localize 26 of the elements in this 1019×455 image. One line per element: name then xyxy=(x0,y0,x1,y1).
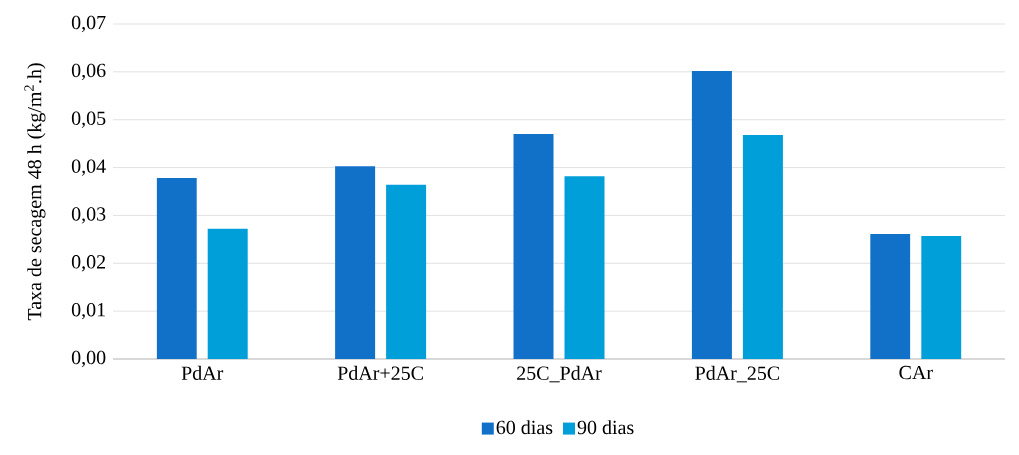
bar xyxy=(335,166,376,359)
bar xyxy=(870,234,911,359)
x-tick-label: PdAr xyxy=(181,365,224,380)
bar xyxy=(742,135,783,359)
bar xyxy=(386,184,427,359)
y-tick-label: 0,02 xyxy=(71,255,106,272)
y-axis-title: Taxa de secagem 48 h (kg/m$^{2}$.h) xyxy=(24,63,46,321)
bar xyxy=(691,70,732,359)
y-tick-label: 0,04 xyxy=(71,159,106,176)
y-tick-label: 0,01 xyxy=(71,302,105,320)
y-tick-label: 0,07 xyxy=(71,15,106,33)
bar xyxy=(156,178,197,359)
y-tick-label: 0,06 xyxy=(71,63,106,81)
legend-label: 60 dias xyxy=(496,420,553,435)
x-tick-label: PdAr_25C xyxy=(695,365,780,383)
x-tick-label: PdAr+25C xyxy=(337,365,423,380)
x-tick-label: CAr xyxy=(899,365,933,380)
bar xyxy=(207,228,248,359)
legend-label: 90 dias xyxy=(577,420,634,435)
bar xyxy=(513,134,554,359)
bar xyxy=(921,236,962,359)
x-tick-label: 25C_PdAr xyxy=(517,365,602,383)
y-tick-label: 0,03 xyxy=(71,207,106,224)
bar xyxy=(564,176,605,359)
y-tick-label: 0,05 xyxy=(71,111,106,128)
y-tick-label: 0,00 xyxy=(71,350,106,368)
